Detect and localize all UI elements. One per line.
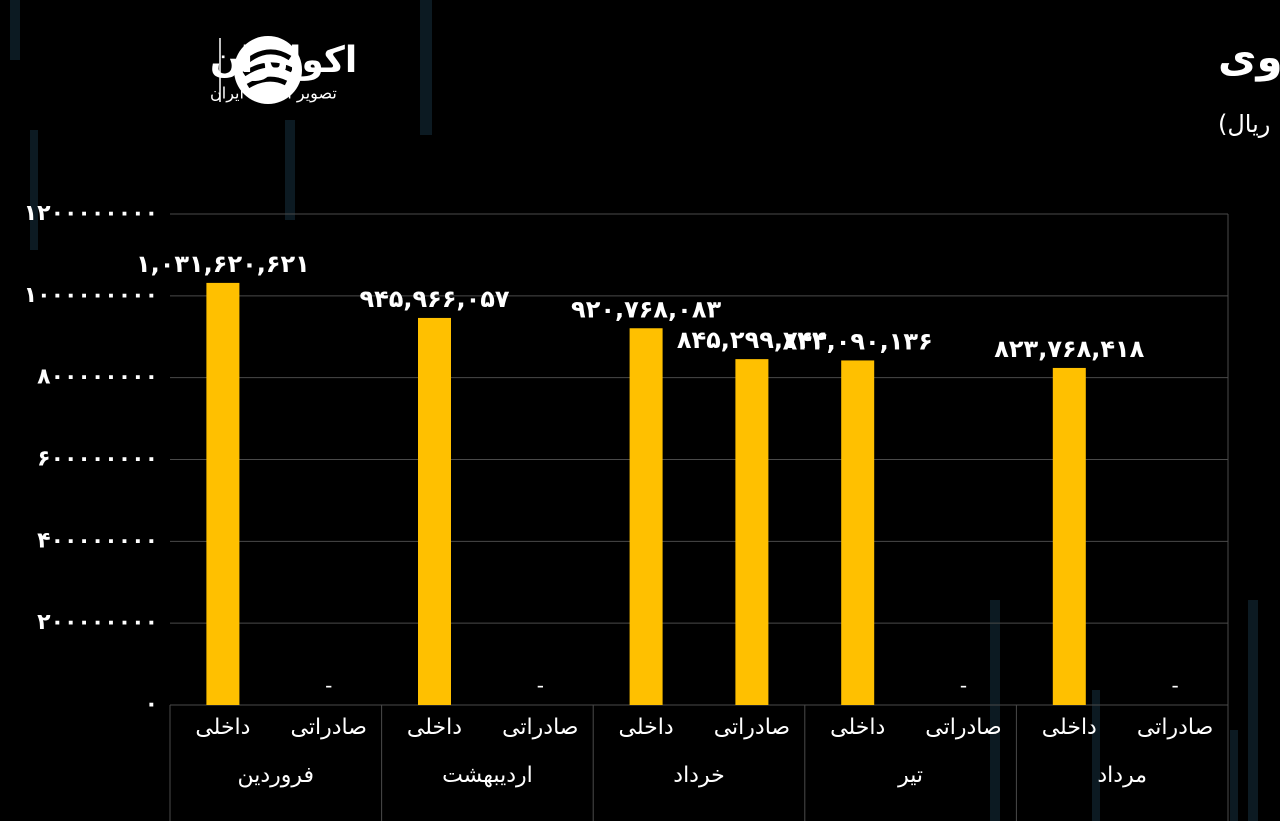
y-tick-label: ۱۲۰۰۰۰۰۰۰۰ bbox=[24, 201, 158, 226]
data-label: - bbox=[1171, 674, 1178, 698]
y-tick-label: ۶۰۰۰۰۰۰۰۰ bbox=[37, 447, 158, 472]
y-tick-label: ۱۰۰۰۰۰۰۰۰۰ bbox=[24, 283, 158, 308]
data-label: - bbox=[325, 674, 332, 698]
y-tick-label: ۲۰۰۰۰۰۰۰۰ bbox=[37, 610, 158, 635]
x-tick-label: صادراتی bbox=[502, 715, 578, 740]
y-tick-label: ۰ bbox=[145, 692, 158, 717]
bar bbox=[629, 328, 663, 705]
data-label: ۹۲۰,۷۶۸,۰۸۳ bbox=[571, 295, 721, 323]
x-tick-label: داخلی bbox=[1042, 715, 1097, 740]
x-tick-label: صادراتی bbox=[1137, 715, 1213, 740]
data-label: ۱,۰۳۱,۶۲۰,۶۲۱ bbox=[136, 250, 310, 278]
x-tick-label: داخلی bbox=[195, 715, 250, 740]
x-tick-label: داخلی bbox=[407, 715, 462, 740]
chart-title: نرخ شمش روی bbox=[1218, 33, 1280, 83]
x-tick-label: صادراتی bbox=[291, 715, 367, 740]
x-tick-label: صادراتی bbox=[925, 715, 1001, 740]
bar bbox=[1052, 367, 1086, 705]
group-label: خرداد bbox=[673, 763, 724, 788]
data-label: - bbox=[960, 674, 967, 698]
x-tick-label: داخلی bbox=[619, 715, 674, 740]
bar bbox=[206, 282, 240, 705]
group-label: تیر bbox=[897, 763, 923, 788]
bar bbox=[418, 317, 451, 705]
group-label: فروردین bbox=[238, 763, 315, 788]
data-label: - bbox=[537, 674, 544, 698]
x-tick-label: صادراتی bbox=[714, 715, 790, 740]
group-label: مرداد bbox=[1097, 763, 1147, 788]
bar bbox=[735, 359, 769, 705]
data-label: ۸۲۳,۷۶۸,۴۱۸ bbox=[994, 335, 1144, 363]
data-label: ۸۴۲,۰۹۰,۱۳۶ bbox=[783, 327, 933, 355]
brand-tagline: تصویر اقتصاد ایران bbox=[210, 84, 337, 104]
x-tick-label: داخلی bbox=[830, 715, 885, 740]
y-tick-label: ۴۰۰۰۰۰۰۰۰ bbox=[37, 528, 158, 553]
bar bbox=[841, 360, 875, 705]
chart-subtitle: (واحد: ریال) bbox=[1218, 110, 1280, 138]
decor bbox=[10, 0, 1258, 821]
logo: اکوایران تصویر اقتصاد ایران bbox=[210, 36, 357, 104]
brand-name: اکوایران bbox=[210, 40, 357, 81]
data-label: ۸۴۵,۲۹۹,۷۴۴ bbox=[677, 326, 827, 354]
data-label: ۹۴۵,۹۶۶,۰۵۷ bbox=[359, 285, 509, 313]
group-label: اردیبهشت bbox=[442, 763, 533, 788]
y-tick-label: ۸۰۰۰۰۰۰۰۰ bbox=[37, 365, 158, 390]
